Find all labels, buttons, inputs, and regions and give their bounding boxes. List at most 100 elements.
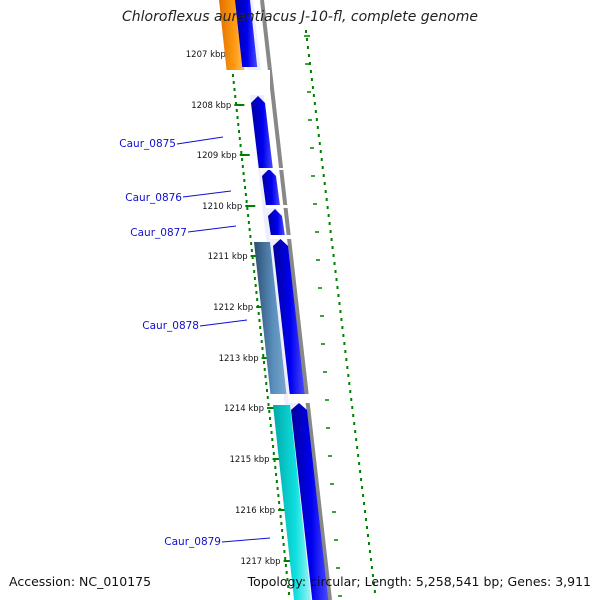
scale-dot [311, 86, 314, 89]
scale-dot [348, 382, 351, 385]
scale-dot [371, 574, 374, 577]
scale-dot [366, 526, 369, 529]
gene-label: Caur_0878 [142, 320, 199, 332]
scale-dot [366, 534, 369, 537]
feature-gap [266, 205, 292, 208]
scale-dot [361, 486, 364, 489]
scale-dot [319, 150, 322, 153]
scale-dot [265, 382, 268, 385]
scale-dot [360, 478, 363, 481]
scale-dot [237, 123, 240, 126]
scale-dot [269, 417, 272, 420]
scale-dot [260, 340, 263, 343]
scale-dot [346, 366, 349, 369]
scale-dot [259, 333, 262, 336]
scale-dot [239, 144, 242, 147]
scale-dot [238, 137, 241, 140]
scale-dot [283, 550, 286, 553]
scale-dot [308, 62, 311, 65]
scale-dot [373, 590, 376, 593]
scale-dot [253, 270, 256, 273]
scale-dot [285, 571, 288, 574]
scale-dot [349, 390, 352, 393]
scale-dot [363, 502, 366, 505]
scale-dot [286, 578, 289, 581]
scale-dot [356, 446, 359, 449]
scale-dot [281, 536, 284, 539]
feature-gap [260, 168, 286, 170]
scale-dot [248, 228, 251, 231]
scale-dot [287, 592, 290, 595]
scale-dot [277, 494, 280, 497]
outer-tick-row [304, 35, 342, 597]
scale-dot [271, 438, 274, 441]
scale-dot [357, 454, 360, 457]
scale-dot [242, 172, 245, 175]
scale-dot [232, 81, 235, 84]
scale-dot [326, 206, 329, 209]
scale-dot [334, 270, 337, 273]
forward-strand-gene [262, 169, 280, 205]
gene-label: Caur_0877 [130, 227, 187, 239]
gene-label: Caur_0876 [125, 192, 182, 204]
scale-dot [261, 347, 264, 350]
scale-dot [345, 358, 348, 361]
scale-dot [309, 70, 312, 73]
scale-dot [268, 410, 271, 413]
genome-summary-text: Topology: circular; Length: 5,258,541 bp… [247, 574, 591, 589]
scale-dot [331, 246, 334, 249]
scale-dot [255, 291, 258, 294]
scale-dot [347, 374, 350, 377]
scale-dot [359, 470, 362, 473]
scale-dot [257, 312, 260, 315]
scale-dot [328, 222, 331, 225]
scale-dot [364, 510, 367, 513]
scale-dot [282, 543, 285, 546]
scale-dot [231, 74, 234, 77]
scale-dot [243, 179, 246, 182]
scale-dot [245, 200, 248, 203]
scale-dot [251, 256, 254, 259]
forward-strand-gene [273, 239, 305, 394]
scale-dot [247, 221, 250, 224]
scale-dot [365, 518, 368, 521]
accession-text: Accession: NC_010175 [9, 574, 152, 589]
scale-dot [337, 294, 340, 297]
scale-dot [344, 350, 347, 353]
scale-dot [339, 310, 342, 313]
scale-dot [362, 494, 365, 497]
scale-dot [264, 375, 267, 378]
scale-dot [305, 38, 308, 41]
scale-dot [267, 403, 270, 406]
scale-dot [323, 182, 326, 185]
feature-gap [270, 235, 296, 239]
forward-strand-gene [268, 209, 285, 235]
scale-dot [307, 54, 310, 57]
scale-dot [314, 110, 317, 113]
scale-dot [272, 452, 275, 455]
scale-dot [353, 422, 356, 425]
scale-dot [250, 242, 253, 245]
scale-dot [327, 214, 330, 217]
map-title: Chloroflexus aurantiacus J-10-fl, comple… [122, 9, 478, 25]
tick-label: 1208 kbp [191, 101, 231, 111]
scale-dot [236, 116, 239, 119]
scale-dot [279, 515, 282, 518]
scale-dot [350, 398, 353, 401]
scale-dot [275, 473, 278, 476]
scale-dot [330, 238, 333, 241]
tick-label: 1214 kbp [224, 404, 264, 414]
scale-dot [342, 334, 345, 337]
outer-dotted-scale [305, 30, 376, 593]
scale-dot [318, 142, 321, 145]
scale-dot [240, 151, 243, 154]
tick-label: 1212 kbp [213, 303, 253, 313]
scale-dot [234, 95, 237, 98]
scale-dot [244, 193, 247, 196]
scale-dot [336, 286, 339, 289]
gene-leader-line [182, 190, 232, 198]
scale-dot [369, 558, 372, 561]
scale-dot [235, 109, 238, 112]
scale-dot [338, 302, 341, 305]
